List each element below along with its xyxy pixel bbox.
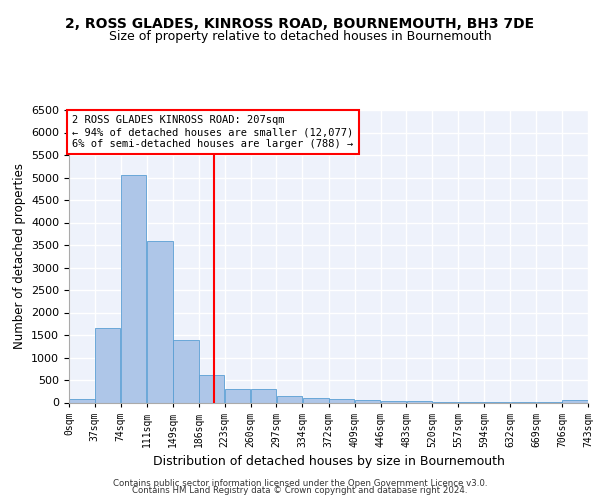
Bar bbox=[329, 399, 355, 402]
Bar bbox=[562, 400, 588, 402]
Bar bbox=[302, 398, 329, 402]
Bar bbox=[225, 390, 250, 402]
Bar bbox=[121, 176, 146, 402]
Bar bbox=[199, 374, 224, 402]
Bar bbox=[277, 396, 302, 402]
Y-axis label: Number of detached properties: Number of detached properties bbox=[13, 163, 26, 349]
Bar bbox=[147, 240, 173, 402]
Bar bbox=[381, 400, 406, 402]
Text: Size of property relative to detached houses in Bournemouth: Size of property relative to detached ho… bbox=[109, 30, 491, 43]
Bar bbox=[69, 399, 95, 402]
Text: 2, ROSS GLADES, KINROSS ROAD, BOURNEMOUTH, BH3 7DE: 2, ROSS GLADES, KINROSS ROAD, BOURNEMOUT… bbox=[65, 18, 535, 32]
Bar bbox=[355, 400, 380, 402]
Bar bbox=[173, 340, 199, 402]
X-axis label: Distribution of detached houses by size in Bournemouth: Distribution of detached houses by size … bbox=[152, 455, 505, 468]
Text: 2 ROSS GLADES KINROSS ROAD: 207sqm
← 94% of detached houses are smaller (12,077): 2 ROSS GLADES KINROSS ROAD: 207sqm ← 94%… bbox=[73, 116, 354, 148]
Text: Contains public sector information licensed under the Open Government Licence v3: Contains public sector information licen… bbox=[113, 478, 487, 488]
Bar bbox=[407, 401, 432, 402]
Bar bbox=[251, 390, 276, 402]
Bar bbox=[95, 328, 121, 402]
Text: Contains HM Land Registry data © Crown copyright and database right 2024.: Contains HM Land Registry data © Crown c… bbox=[132, 486, 468, 495]
